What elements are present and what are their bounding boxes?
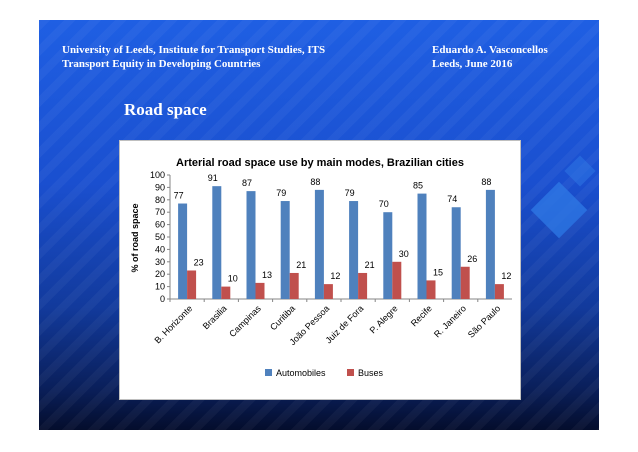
bar-automobiles — [280, 201, 290, 299]
bar-chart: Arterial road space use by main modes, B… — [130, 157, 512, 378]
bar-automobiles — [417, 193, 427, 299]
data-label: 91 — [208, 173, 218, 183]
slide-title: Road space — [124, 100, 207, 119]
header-date: Leeds, June 2016 — [432, 58, 513, 70]
data-label: 85 — [413, 181, 423, 191]
y-tick-label: 10 — [155, 282, 165, 292]
y-tick-label: 80 — [155, 195, 165, 205]
data-label: 70 — [379, 199, 389, 209]
bar-automobiles — [383, 212, 393, 299]
data-label: 21 — [365, 260, 375, 270]
y-tick-label: 50 — [155, 232, 165, 242]
bar-automobiles — [314, 189, 324, 299]
bar-buses — [221, 286, 231, 299]
y-tick-label: 30 — [155, 257, 165, 267]
x-tick-label: P. Alegre — [368, 303, 400, 335]
bar-buses — [187, 270, 197, 299]
legend-swatch — [265, 369, 272, 376]
data-label: 10 — [228, 274, 238, 284]
y-tick-label: 20 — [155, 269, 165, 279]
header-right: Eduardo A. Vasconcellos Leeds, June 2016 — [432, 43, 548, 71]
legend-label: Buses — [358, 368, 384, 378]
data-label: 26 — [467, 254, 477, 264]
data-label: 88 — [481, 177, 491, 187]
data-label: 12 — [330, 271, 340, 281]
bar-buses — [392, 261, 402, 299]
y-tick-label: 40 — [155, 244, 165, 254]
data-label: 23 — [194, 257, 204, 267]
x-tick-label: São Paulo — [466, 303, 502, 339]
bar-automobiles — [212, 186, 222, 299]
chart-legend: Automobiles Buses — [265, 368, 384, 378]
chart-data-labels: 77 23 91 10 87 13 79 21 88 12 79 21 70 30 85 15 74 26 88 12 — [174, 173, 512, 283]
y-tick-label: 100 — [150, 170, 165, 180]
bar-automobiles — [349, 201, 359, 299]
bar-buses — [426, 280, 436, 299]
bar-automobiles — [246, 191, 256, 299]
data-label: 21 — [296, 260, 306, 270]
data-label: 77 — [174, 191, 184, 201]
legend-swatch — [347, 369, 354, 376]
x-tick-label: Brasilia — [201, 303, 229, 331]
chart-bars — [178, 186, 504, 299]
x-tick-label: B. Horizonte — [152, 303, 194, 345]
x-tick-label: R. Janeiro — [432, 303, 468, 339]
bar-automobiles — [451, 207, 461, 299]
bar-buses — [255, 282, 265, 299]
bar-automobiles — [178, 203, 188, 299]
data-label: 74 — [447, 194, 457, 204]
x-tick-label: Curitiba — [268, 303, 297, 332]
header-institute: University of Leeds, Institute for Trans… — [62, 44, 326, 56]
bar-automobiles — [485, 189, 495, 299]
data-label: 15 — [433, 267, 443, 277]
x-tick-label: Campinas — [227, 303, 263, 339]
data-label: 12 — [501, 271, 511, 281]
bar-buses — [323, 284, 333, 299]
bar-buses — [494, 284, 504, 299]
data-label: 79 — [345, 188, 355, 198]
y-tick-label: 70 — [155, 207, 165, 217]
y-axis-label: % of road space — [130, 203, 140, 272]
y-tick-label: 0 — [160, 294, 165, 304]
chart-container: Arterial road space use by main modes, B… — [119, 140, 521, 400]
bar-buses — [289, 272, 299, 299]
header-course: Transport Equity in Developing Countries — [62, 58, 261, 70]
data-label: 88 — [310, 177, 320, 187]
bar-buses — [460, 266, 470, 299]
header-author: Eduardo A. Vasconcellos — [432, 44, 548, 56]
bar-buses — [358, 272, 368, 299]
y-tick-label: 90 — [155, 182, 165, 192]
y-tick-label: 60 — [155, 220, 165, 230]
header-left: University of Leeds, Institute for Trans… — [62, 43, 325, 71]
data-label: 87 — [242, 178, 252, 188]
data-label: 79 — [276, 188, 286, 198]
slide: University of Leeds, Institute for Trans… — [39, 20, 599, 430]
data-label: 13 — [262, 270, 272, 280]
legend-label: Automobiles — [276, 368, 326, 378]
chart-title: Arterial road space use by main modes, B… — [176, 157, 464, 169]
x-tick-label: Recife — [409, 303, 434, 328]
data-label: 30 — [399, 249, 409, 259]
